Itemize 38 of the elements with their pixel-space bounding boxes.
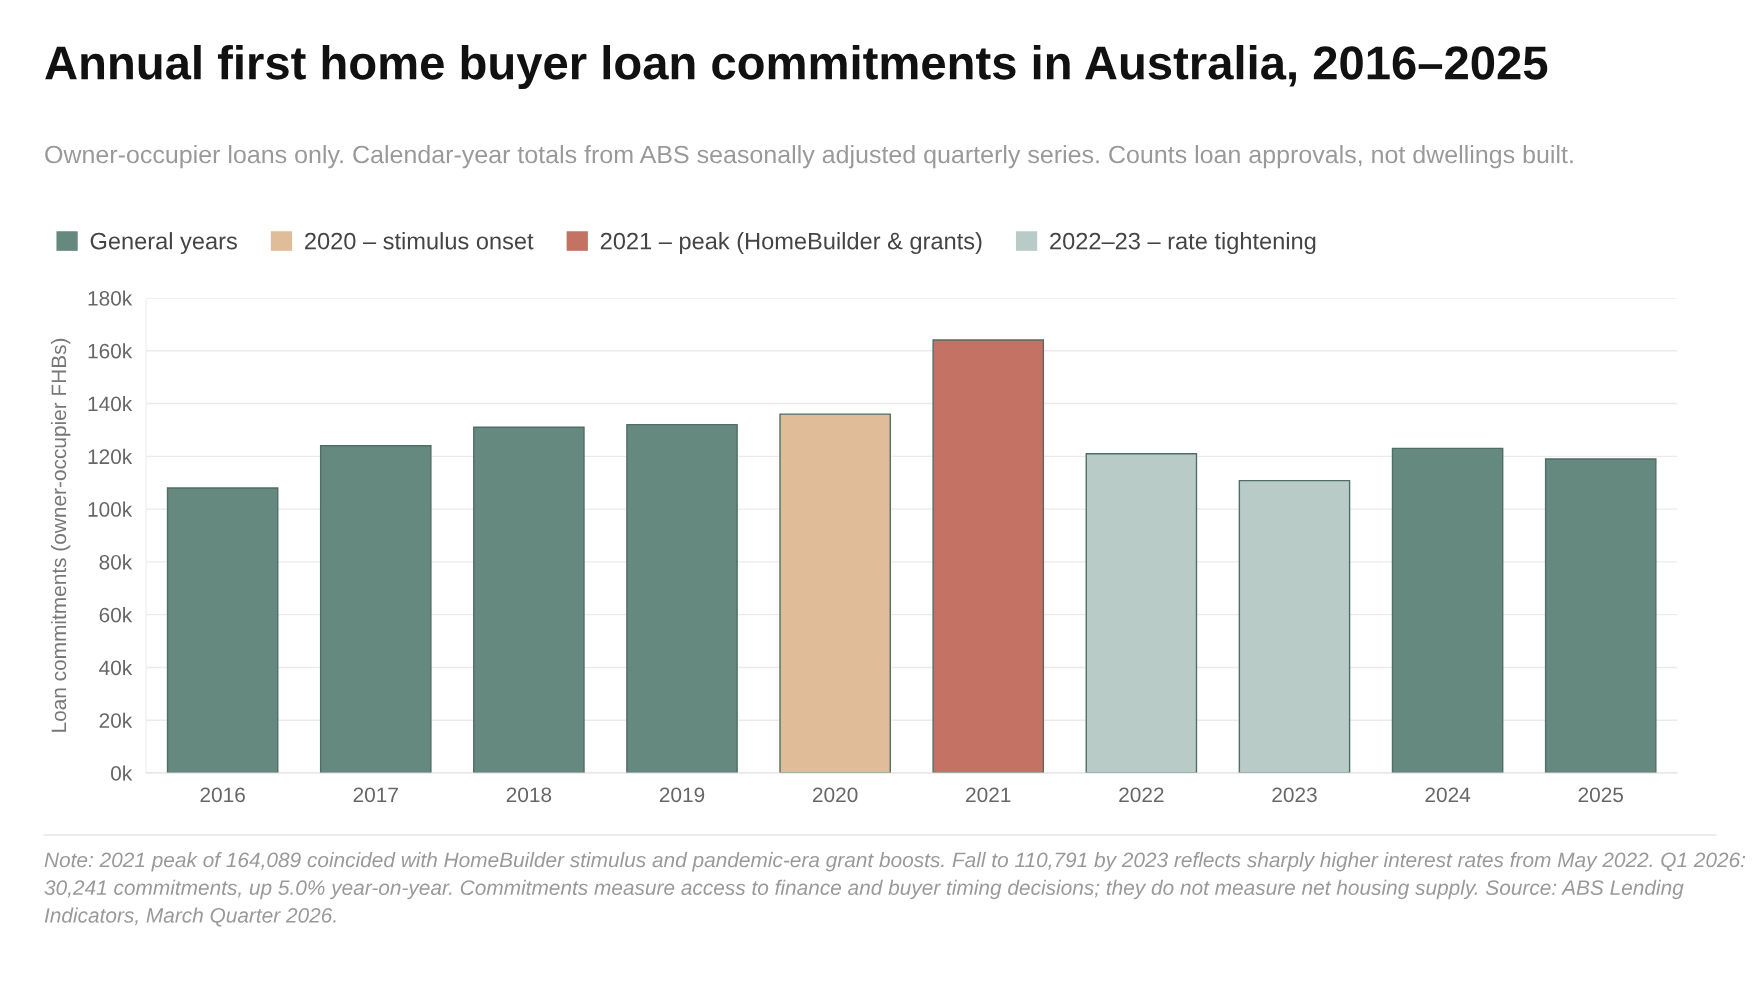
bar	[779, 413, 891, 773]
x-tick-label: 2022	[1119, 787, 1164, 803]
y-tick-label: 160k	[88, 343, 133, 359]
x-tick-label: 2020	[813, 787, 858, 803]
bar	[1544, 458, 1657, 773]
y-tick-label: 180k	[88, 290, 133, 306]
chart-title: Annual first home buyer loan commitments in Australia, 2016–2025	[45, 45, 1548, 90]
x-tick-label: 2018	[506, 787, 552, 803]
bar	[319, 445, 432, 773]
legend-label: General years	[90, 232, 237, 255]
y-tick-label: 0k	[111, 765, 133, 781]
legend-label: 2021 – peak (HomeBuilder & grants)	[600, 232, 982, 255]
y-axis-title: Loan commitments (owner-occupier FHBs)	[50, 338, 71, 732]
x-tick-label: 2023	[1272, 787, 1317, 803]
y-tick-label: 140k	[88, 396, 133, 412]
y-tick-label: 20k	[99, 712, 133, 728]
x-tick-label: 2016	[200, 787, 245, 803]
bar	[473, 426, 585, 773]
x-tick-label: 2025	[1578, 787, 1624, 803]
x-tick-label: 2017	[353, 787, 398, 803]
y-tick-label: 100k	[88, 501, 133, 517]
legend-label: 2020 – stimulus onset	[305, 232, 534, 250]
y-tick-label: 80k	[99, 554, 133, 570]
bar	[1085, 452, 1198, 773]
bar	[932, 339, 1045, 773]
bar	[626, 423, 738, 773]
y-tick-label: 40k	[99, 659, 133, 676]
text: Note: 2021 peak of 164,089 coincided with HomeBuilder stimulus and pandemic-era grant boosts. Fall to 110,791 by 2023 reflects sharply higher interest rates from May 2022. Q1 2026: 30,241 commitments, up 5.0% year-on-year. Commitments measure access to finance and buyer timing decisions; they do not measure net housing supply. Source: ABS Lending Indicators, March Quarter 2026.	[44, 852, 1746, 927]
chart-subtitle: Owner-occupier loans only. Calendar-year totals from ABS seasonally adjusted quarterly series. Counts loan approvals, not dwellings built.	[45, 145, 1573, 169]
x-tick-label: 2021	[966, 787, 1011, 803]
x-tick-label: 2019	[659, 787, 705, 803]
legend-label: 2022–23 – rate tightening	[1050, 232, 1316, 255]
bar	[1238, 479, 1351, 773]
bar	[166, 487, 279, 773]
y-tick-label: 120k	[88, 448, 133, 465]
y-tick-label: 60k	[99, 607, 133, 623]
bar	[1391, 447, 1504, 773]
x-tick-label: 2024	[1425, 787, 1471, 803]
